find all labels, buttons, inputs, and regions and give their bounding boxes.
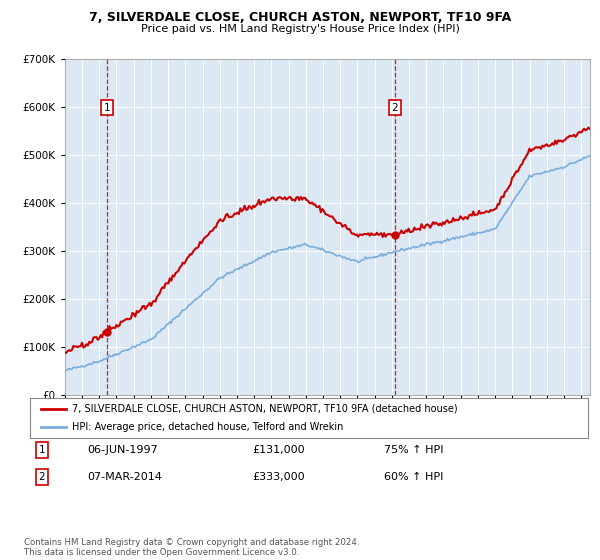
Text: 2: 2 [392,102,398,113]
Text: £131,000: £131,000 [252,445,305,455]
Text: 06-JUN-1997: 06-JUN-1997 [87,445,158,455]
Text: 60% ↑ HPI: 60% ↑ HPI [384,472,443,482]
Text: 75% ↑ HPI: 75% ↑ HPI [384,445,443,455]
Text: 7, SILVERDALE CLOSE, CHURCH ASTON, NEWPORT, TF10 9FA (detached house): 7, SILVERDALE CLOSE, CHURCH ASTON, NEWPO… [72,404,457,414]
Text: HPI: Average price, detached house, Telford and Wrekin: HPI: Average price, detached house, Telf… [72,422,343,432]
Text: 7, SILVERDALE CLOSE, CHURCH ASTON, NEWPORT, TF10 9FA: 7, SILVERDALE CLOSE, CHURCH ASTON, NEWPO… [89,11,511,24]
Text: 07-MAR-2014: 07-MAR-2014 [87,472,162,482]
Text: 1: 1 [38,445,46,455]
Text: 1: 1 [103,102,110,113]
Text: Contains HM Land Registry data © Crown copyright and database right 2024.
This d: Contains HM Land Registry data © Crown c… [24,538,359,557]
Text: Price paid vs. HM Land Registry's House Price Index (HPI): Price paid vs. HM Land Registry's House … [140,24,460,34]
Text: £333,000: £333,000 [252,472,305,482]
Text: 2: 2 [38,472,46,482]
